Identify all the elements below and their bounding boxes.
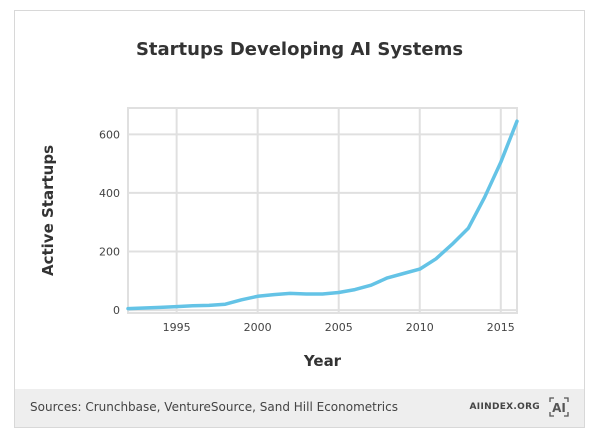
x-tick-label: 2010 [406, 321, 434, 334]
chart-title: Startups Developing AI Systems [135, 39, 464, 60]
x-tick-label: 1995 [163, 321, 191, 334]
y-tick-label: 400 [99, 187, 120, 200]
x-tick-label: 2005 [325, 321, 353, 334]
footer: Sources: Crunchbase, VentureSource, Sand… [15, 389, 584, 427]
logo-lettering: AI [552, 401, 566, 415]
y-tick-label: 600 [99, 128, 120, 141]
series-line [126, 119, 519, 311]
source-note: Sources: Crunchbase, VentureSource, Sand… [30, 400, 398, 414]
y-axis-label: Active Startups [39, 145, 57, 276]
brand-link[interactable]: AIINDEX.ORG [469, 402, 540, 412]
x-tick-label: 2000 [244, 321, 272, 334]
y-tick-label: 0 [113, 304, 120, 317]
line-chart: 0 200 400 600 1995 2000 2005 2010 2015 Year Acti… [39, 107, 519, 370]
ai-index-logo-icon: AI [549, 397, 569, 417]
chart-card: Startups Developing AI Systems 0 200 400 60… [14, 10, 585, 428]
y-tick-label: 200 [99, 246, 120, 259]
grid [127, 107, 518, 314]
x-tick-label: 2015 [487, 321, 515, 334]
series-layer [126, 119, 519, 311]
axes: 0 200 400 600 1995 2000 2005 2010 2015 [99, 128, 515, 334]
x-axis-label: Year [303, 352, 342, 370]
plot-frame [127, 107, 518, 314]
